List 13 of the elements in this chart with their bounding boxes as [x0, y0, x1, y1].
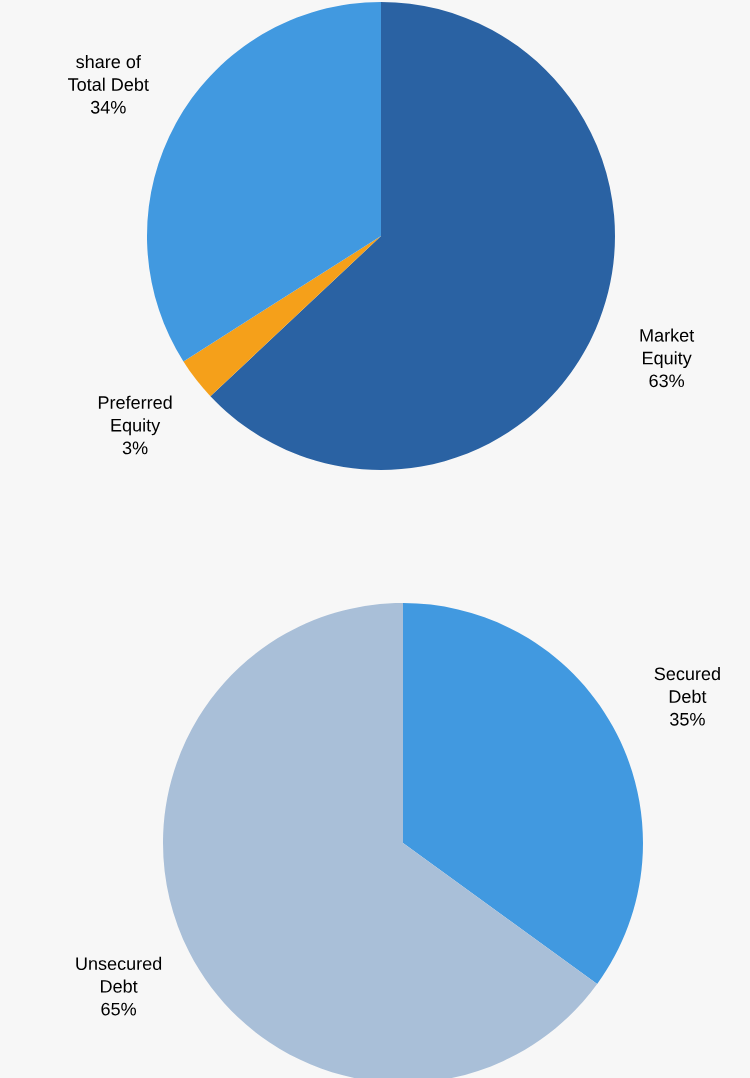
- data-label: 34%: [90, 100, 126, 114]
- pie-slice: [147, 2, 381, 362]
- pie-slice: [210, 2, 615, 470]
- slice-label: Unsecured Debt: [76, 956, 162, 993]
- data-label: 65%: [101, 1002, 137, 1016]
- data-label: 63%: [649, 374, 685, 388]
- data-label: 35%: [670, 712, 705, 726]
- pie-slice: [183, 236, 381, 397]
- data-label: 3%: [122, 441, 148, 455]
- slice-label: Preferred Equity: [98, 395, 172, 436]
- slice-label: share of Total Debt: [68, 54, 149, 91]
- slice-label: Secured Debt: [654, 666, 720, 703]
- slice-label: Market Equity: [640, 328, 695, 369]
